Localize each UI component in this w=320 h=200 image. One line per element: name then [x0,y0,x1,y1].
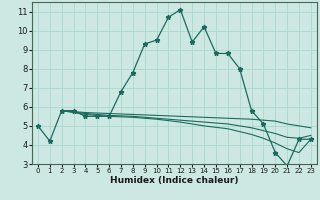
X-axis label: Humidex (Indice chaleur): Humidex (Indice chaleur) [110,176,239,185]
